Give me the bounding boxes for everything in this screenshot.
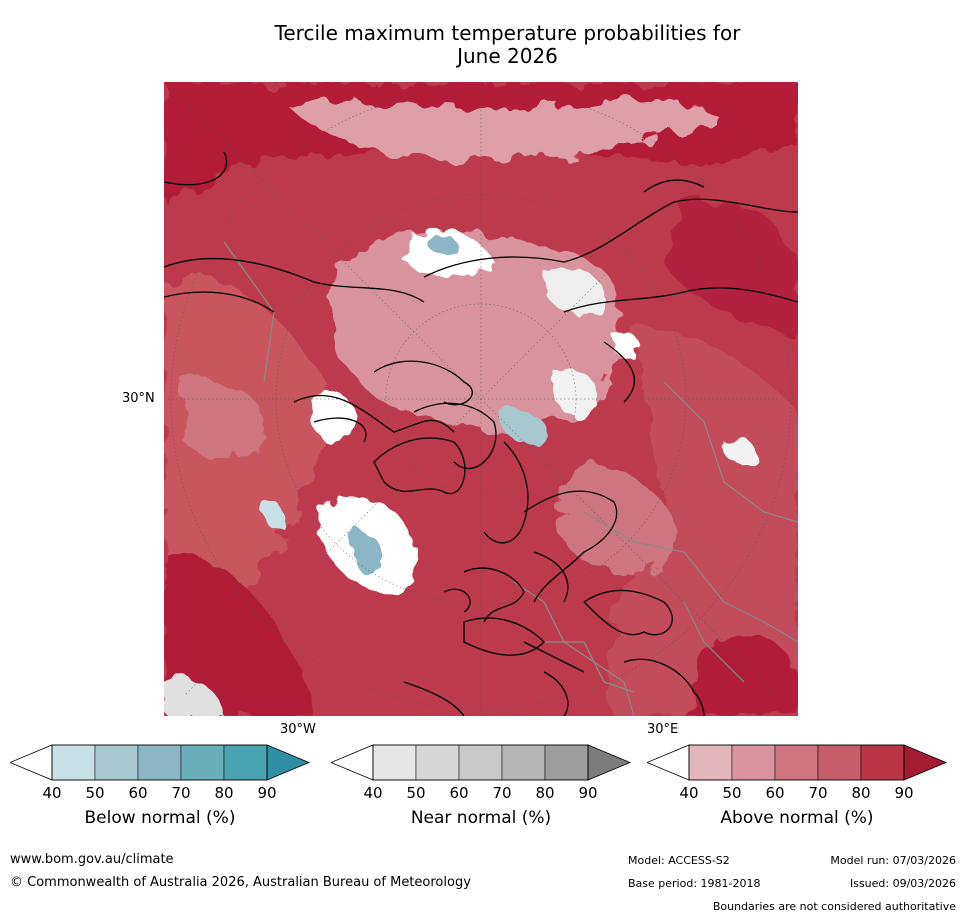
above-swatch-40: [688, 744, 733, 781]
above-outline: [688, 744, 905, 781]
footer-model-run: Model run: 07/03/2026: [830, 854, 956, 867]
below-tick-70: 70: [171, 784, 191, 802]
field-below-patches: [263, 234, 547, 576]
lon-label-30e: 30°E: [647, 722, 679, 737]
legend-near-title: Near normal (%): [410, 808, 552, 828]
probability-map: [164, 82, 798, 716]
above-tick-70: 70: [808, 784, 828, 802]
above-arrow-low: [647, 744, 690, 781]
below-swatch-50: [94, 744, 139, 781]
near-tick-40: 40: [363, 784, 383, 802]
graticule: [164, 82, 798, 716]
near-outline: [372, 744, 589, 781]
near-tick-70: 70: [492, 784, 512, 802]
near-swatch-60: [458, 744, 503, 781]
near-tick-50: 50: [406, 784, 426, 802]
colorbar-near: [331, 744, 632, 781]
above-tick-50: 50: [722, 784, 742, 802]
coastlines: [164, 151, 798, 716]
above-tick-90: 90: [894, 784, 914, 802]
field-patches: [164, 82, 798, 716]
below-tick-60: 60: [128, 784, 148, 802]
map-canvas: [164, 82, 798, 716]
above-arrow-high: [903, 744, 948, 781]
colorbar-above: [647, 744, 948, 781]
near-swatch-50: [415, 744, 460, 781]
footer-disclaimer: Boundaries are not considered authoritat…: [712, 900, 956, 913]
legend-near-normal: Near normal (%) 40 50 60 70 80 90: [331, 744, 651, 834]
below-tick-90: 90: [257, 784, 277, 802]
title-line-2: June 2026: [457, 44, 558, 68]
below-arrow-low: [10, 744, 53, 781]
lat-label-30n: 30°N: [122, 391, 155, 406]
footer-model: Model: ACCESS-S2: [628, 854, 730, 867]
below-tick-80: 80: [214, 784, 234, 802]
near-arrow-low: [331, 744, 374, 781]
above-tick-80: 80: [851, 784, 871, 802]
near-arrow-high: [587, 744, 632, 781]
colorbar-below: [10, 744, 311, 781]
below-swatch-70: [180, 744, 225, 781]
country-borders: [223, 241, 798, 716]
title-line-1: Tercile maximum temperature probabilitie…: [274, 21, 741, 45]
legend-below-title: Below normal (%): [84, 808, 236, 828]
legend-above-title: Above normal (%): [720, 808, 874, 828]
legend-above-normal: Above normal (%) 40 50 60 70 80 90: [647, 744, 965, 834]
footer-base-period: Base period: 1981-2018: [628, 877, 761, 890]
near-swatch-80: [544, 744, 589, 781]
footer-url: www.bom.gov.au/climate: [10, 852, 174, 867]
above-tick-60: 60: [765, 784, 785, 802]
near-tick-90: 90: [578, 784, 598, 802]
below-swatch-60: [137, 744, 182, 781]
near-tick-80: 80: [535, 784, 555, 802]
below-arrow-high: [266, 744, 311, 781]
below-outline: [51, 744, 268, 781]
above-swatch-60: [774, 744, 819, 781]
below-tick-40: 40: [42, 784, 62, 802]
legend-below-normal: Below normal (%) 40 50 60 70 80 90: [10, 744, 330, 834]
below-swatch-40: [51, 744, 96, 781]
chart-title: Tercile maximum temperature probabilitie…: [160, 22, 855, 68]
above-swatch-80: [860, 744, 905, 781]
near-swatch-40: [372, 744, 417, 781]
footer-issued: Issued: 09/03/2026: [849, 877, 956, 890]
near-swatch-70: [501, 744, 546, 781]
above-swatch-70: [817, 744, 862, 781]
above-swatch-50: [731, 744, 776, 781]
below-tick-50: 50: [85, 784, 105, 802]
lon-label-30w: 30°W: [280, 722, 316, 737]
above-tick-40: 40: [679, 784, 699, 802]
footer-copyright: © Commonwealth of Australia 2026, Austra…: [10, 875, 471, 890]
below-swatch-80: [223, 744, 268, 781]
near-tick-60: 60: [449, 784, 469, 802]
